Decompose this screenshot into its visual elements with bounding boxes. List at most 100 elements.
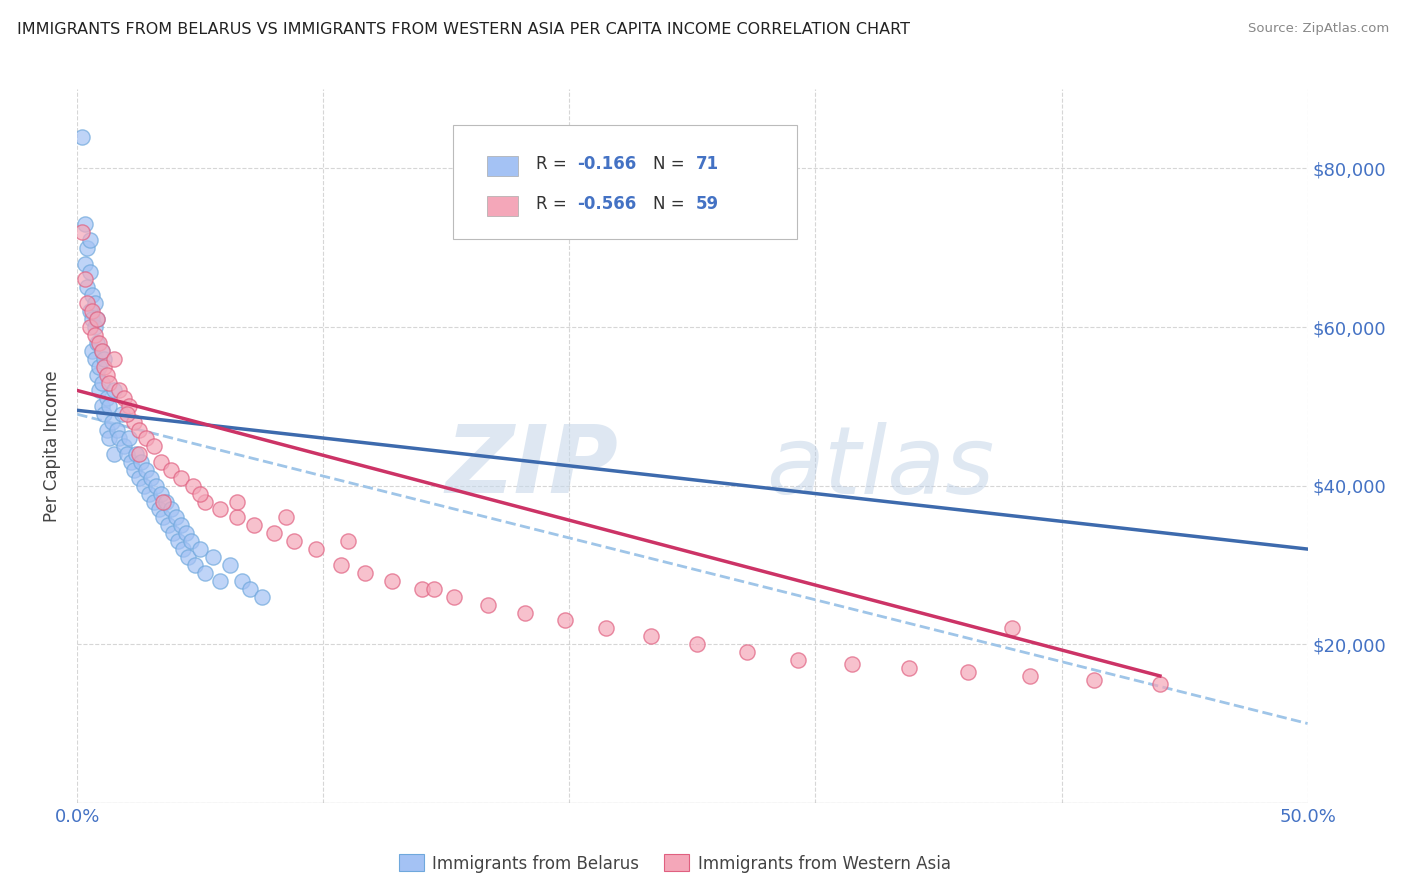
Point [177,549,200,564]
Point [515,606,537,620]
Point [1149,677,1171,691]
Point [79,320,101,334]
Point [96,392,118,406]
Point [423,582,446,596]
Point [93,407,115,421]
Point [73,272,96,286]
Point [90,400,114,414]
Point [93,359,115,374]
Point [194,494,217,508]
Text: R =: R = [536,155,572,173]
Point [83,328,105,343]
Point [115,447,138,461]
Point [188,486,212,500]
Point [70,225,93,239]
Point [170,518,193,533]
Point [167,534,190,549]
Point [118,431,141,445]
Point [150,455,173,469]
FancyBboxPatch shape [486,196,517,216]
Point [122,415,145,429]
Point [276,510,298,524]
Point [411,582,433,596]
Point [157,518,180,533]
Text: N =: N = [654,155,690,173]
Point [108,431,131,445]
Point [443,590,465,604]
Point [243,518,266,533]
Point [89,384,111,398]
Point [138,486,160,500]
Point [337,534,360,549]
Point [142,439,165,453]
Point [89,335,111,350]
Point [595,621,617,635]
Point [112,439,135,453]
Point [787,653,810,667]
Text: ZIP: ZIP [446,421,619,514]
Point [89,359,111,374]
Point [145,478,167,492]
Point [112,392,135,406]
Point [129,455,153,469]
Point [141,471,163,485]
Point [283,534,305,549]
Point [477,598,499,612]
Point [162,526,184,541]
Point [640,629,662,643]
Text: IMMIGRANTS FROM BELARUS VS IMMIGRANTS FROM WESTERN ASIA PER CAPITA INCOME CORREL: IMMIGRANTS FROM BELARUS VS IMMIGRANTS FR… [17,22,910,37]
Point [101,415,124,429]
Text: Source: ZipAtlas.com: Source: ZipAtlas.com [1249,22,1389,36]
Point [96,368,118,382]
Point [76,241,98,255]
Point [735,645,758,659]
Point [111,407,132,421]
Point [90,376,114,390]
FancyBboxPatch shape [486,156,517,176]
Point [150,486,173,500]
Text: R =: R = [536,195,572,213]
Text: 59: 59 [696,195,720,213]
Point [82,343,104,358]
Point [1001,621,1024,635]
Point [250,590,273,604]
Point [76,296,98,310]
Point [115,407,138,421]
Point [263,526,285,541]
Text: 71: 71 [696,155,720,173]
Point [73,217,96,231]
Point [142,494,165,508]
Point [1018,669,1040,683]
Point [86,312,108,326]
Point [194,566,217,580]
Point [128,471,150,485]
Point [98,400,121,414]
Point [554,614,576,628]
Point [79,233,101,247]
Point [103,351,125,366]
Point [174,526,197,541]
Point [184,558,207,572]
Point [209,574,232,588]
Point [103,384,125,398]
Point [128,423,150,437]
Point [226,510,249,524]
Point [76,280,98,294]
Point [155,494,177,508]
Point [226,494,249,508]
Point [90,343,114,358]
Point [128,447,150,461]
Point [86,335,108,350]
Point [180,534,202,549]
Point [1083,673,1105,687]
Point [686,637,709,651]
Point [73,257,96,271]
Point [82,304,104,318]
Point [70,129,93,144]
Point [898,661,921,675]
Point [98,376,121,390]
Text: N =: N = [654,195,690,213]
Text: atlas: atlas [766,422,994,513]
Point [231,574,253,588]
Point [160,463,183,477]
